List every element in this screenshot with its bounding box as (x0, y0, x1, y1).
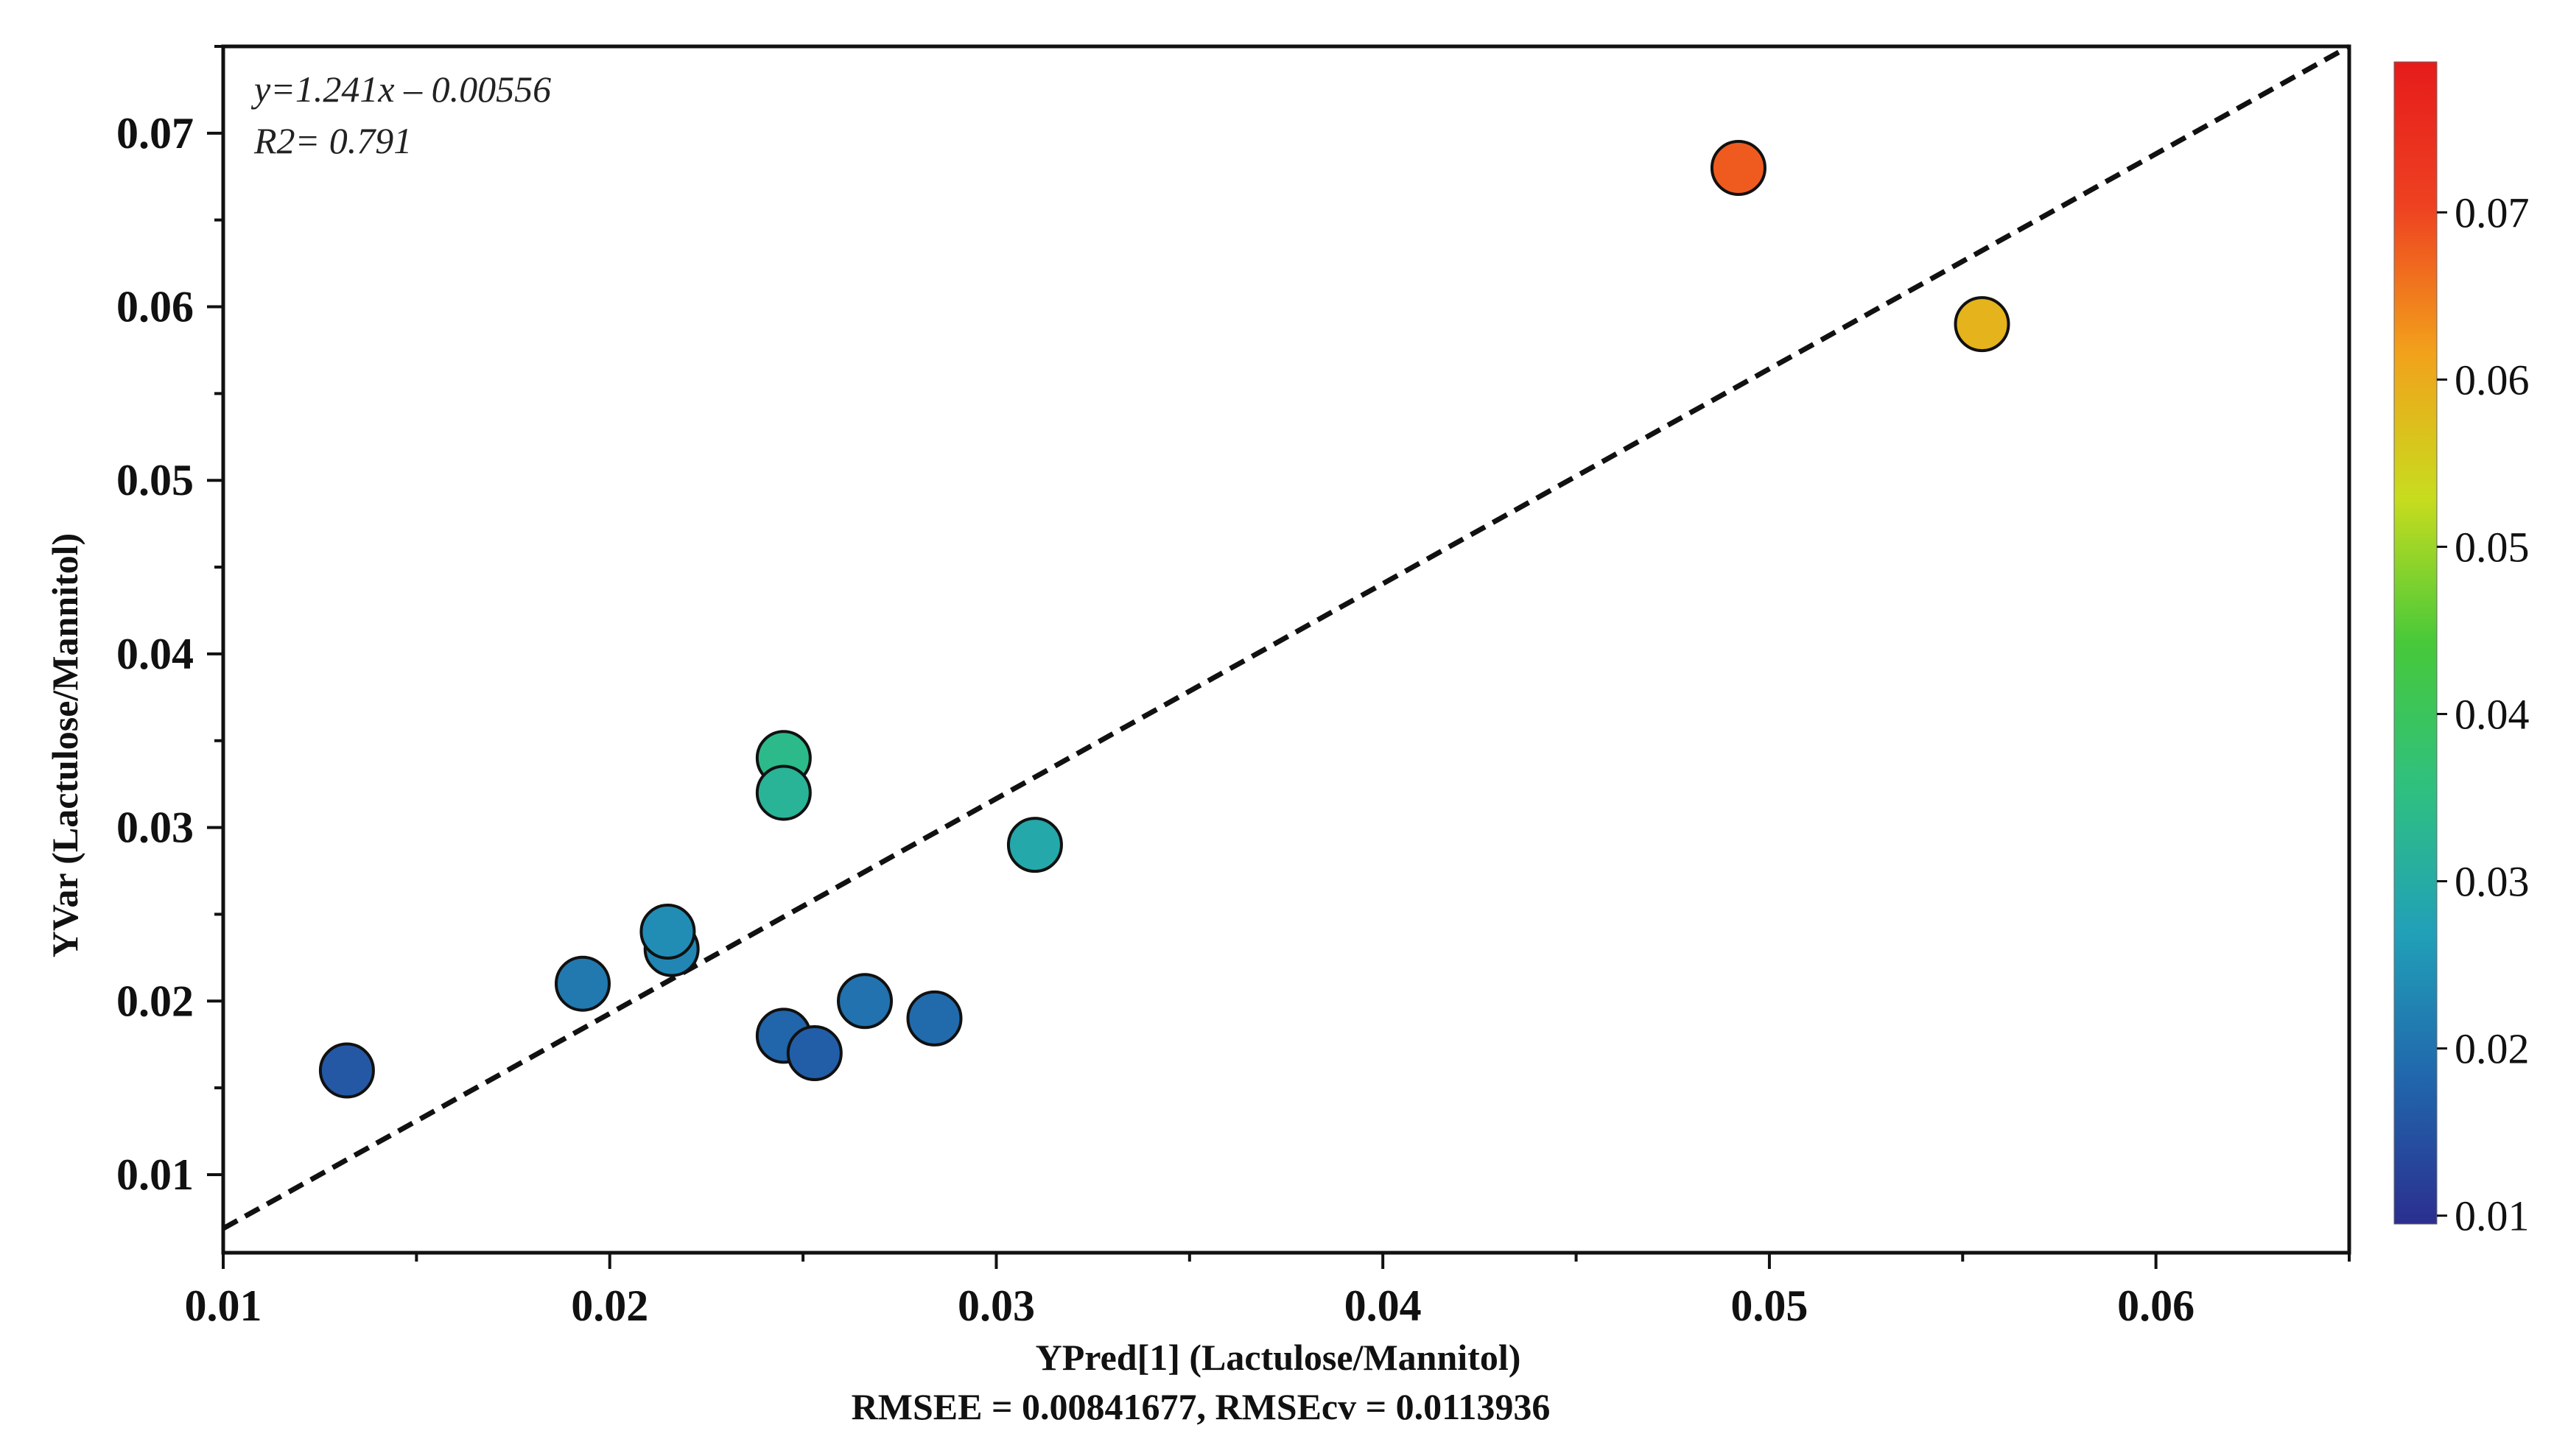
data-point (1954, 296, 2010, 353)
x-tick-label: 0.05 (1730, 1281, 1808, 1330)
data-point (318, 1042, 375, 1099)
colorbar-tick-label: 0.07 (2455, 189, 2530, 236)
x-tick-label: 0.03 (958, 1281, 1035, 1330)
data-point (906, 990, 963, 1047)
colorbar-tick-label: 0.01 (2455, 1192, 2530, 1240)
chart-subtitle: RMSEE = 0.00841677, RMSEcv = 0.0113936 (852, 1386, 1551, 1427)
data-point (786, 1024, 843, 1081)
data-point (639, 903, 696, 960)
colorbar-ticks: 0.01 0.02 0.03 0.04 0.05 0.06 0.07 (2437, 189, 2530, 1240)
regression-equation: y=1.241x – 0.00556 (250, 68, 551, 110)
y-tick-label: 0.07 (116, 109, 194, 158)
y-tick-label: 0.01 (116, 1150, 194, 1199)
x-tick-label: 0.01 (185, 1281, 262, 1330)
colorbar-tick-label: 0.06 (2455, 356, 2530, 404)
x-axis-ticks: 0.01 0.02 0.03 0.04 0.05 0.06 (185, 1253, 2351, 1330)
x-tick-label: 0.02 (571, 1281, 648, 1330)
plot-frame (221, 44, 2351, 1255)
regression-layer (222, 43, 2351, 1231)
x-tick-label: 0.04 (1344, 1281, 1422, 1330)
y-tick-label: 0.05 (116, 456, 194, 504)
data-point (554, 955, 611, 1012)
colorbar-tick-label: 0.03 (2455, 858, 2530, 906)
y-tick-label: 0.03 (116, 803, 194, 852)
x-axis-title: YPred[1] (Lactulose/Mannitol) (1036, 1337, 1521, 1378)
colorbar-tick-label: 0.05 (2455, 523, 2530, 571)
y-axis-ticks: 0.01 0.02 0.03 0.04 0.05 0.06 0.07 (116, 45, 223, 1199)
y-tick-label: 0.06 (116, 283, 194, 331)
data-point (755, 764, 812, 821)
colorbar-tick-label: 0.04 (2455, 690, 2530, 738)
points-layer (318, 139, 2010, 1099)
colorbar-tick-label: 0.02 (2455, 1025, 2530, 1073)
data-point (837, 973, 894, 1030)
colorbar (2393, 61, 2438, 1225)
y-tick-label: 0.02 (116, 977, 194, 1025)
data-point (1710, 139, 1767, 196)
r-squared-label: R2= 0.791 (253, 120, 412, 161)
y-tick-label: 0.04 (116, 630, 194, 678)
y-axis-title: YVar (Lactulose/Mannitol) (44, 533, 85, 957)
x-tick-label: 0.06 (2117, 1281, 2195, 1330)
data-point (1006, 817, 1063, 873)
regression-line (222, 43, 2351, 1231)
